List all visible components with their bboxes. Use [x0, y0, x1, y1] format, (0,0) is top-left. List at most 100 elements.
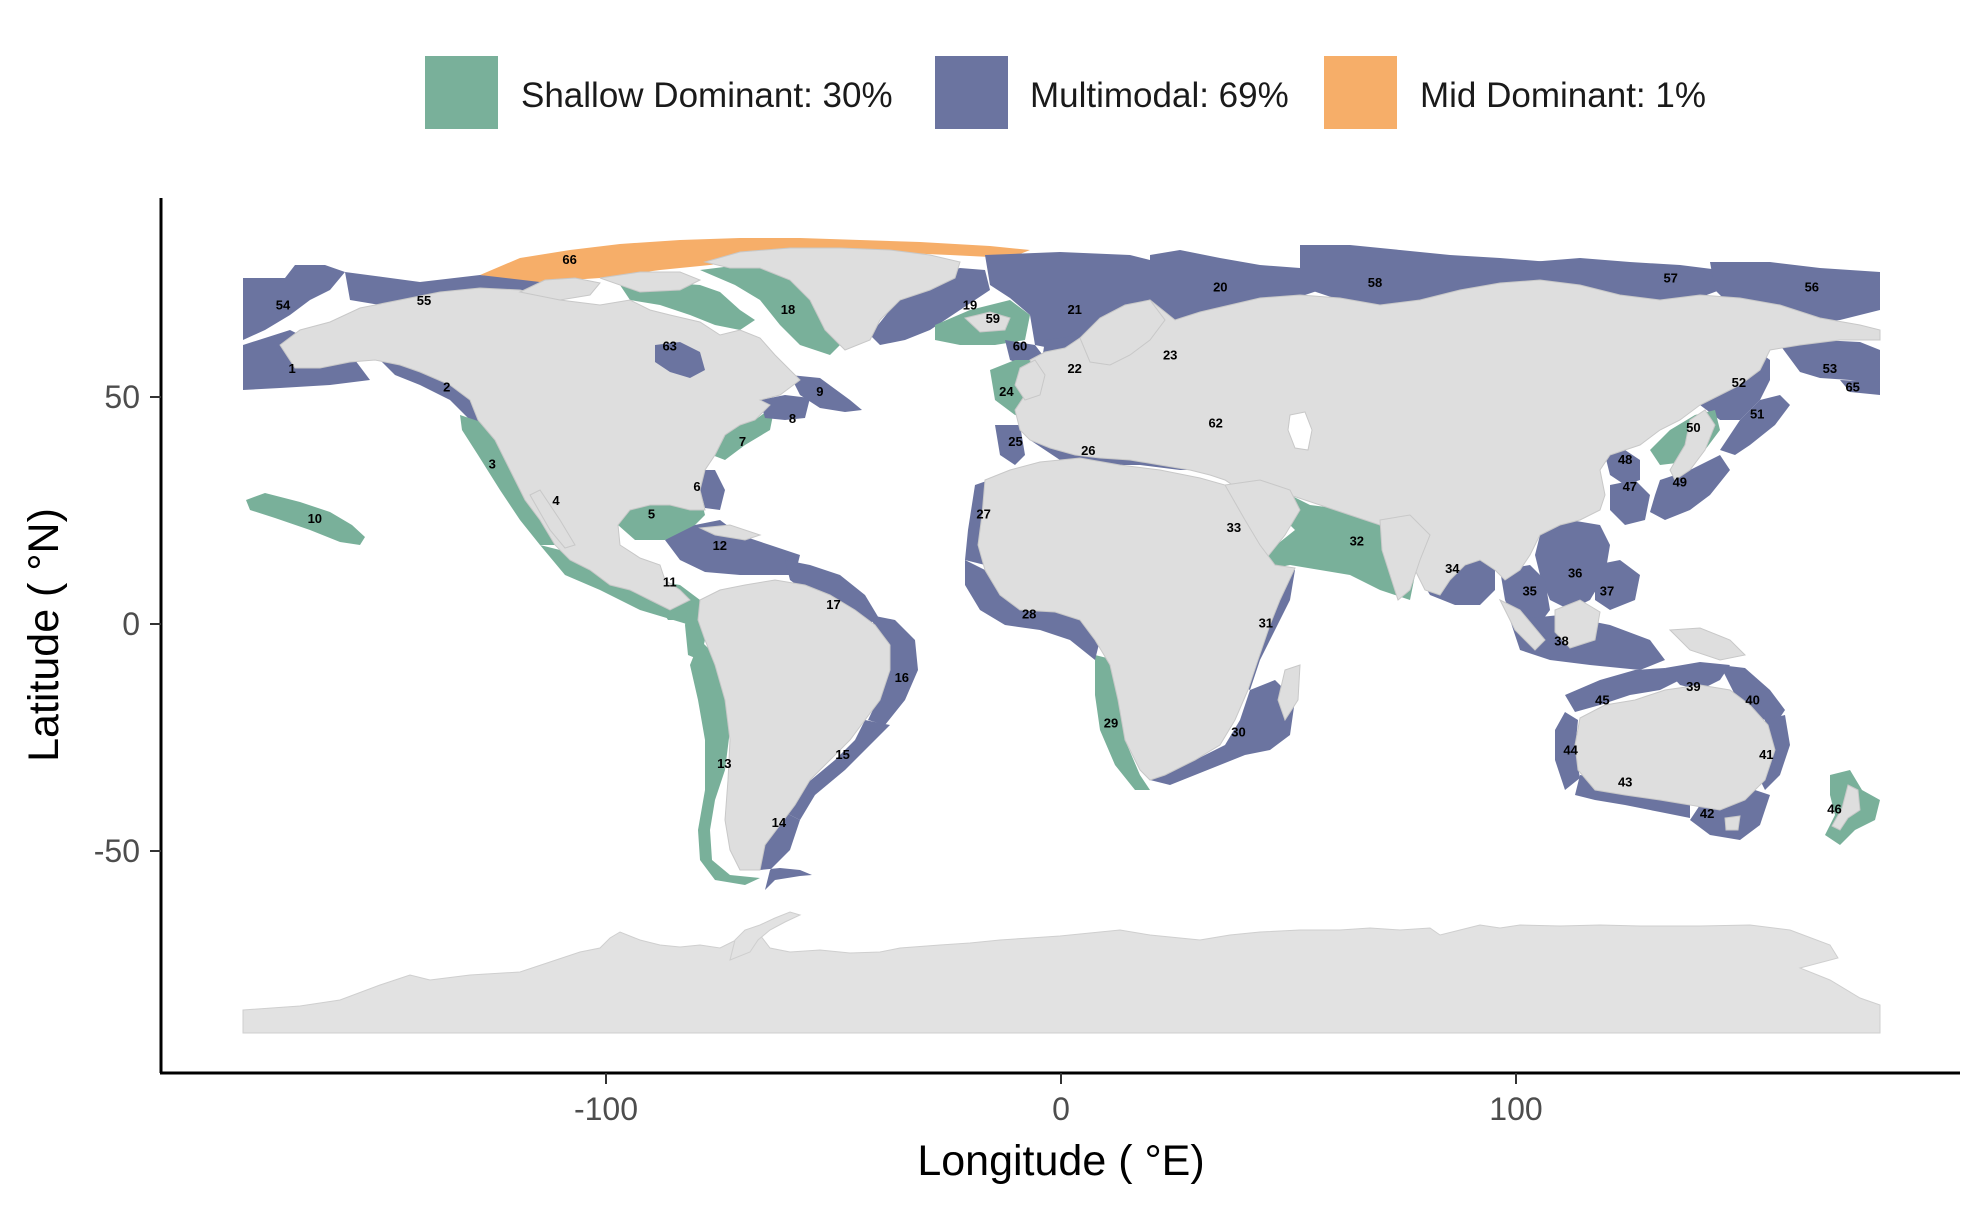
- region-area-28: [965, 560, 1100, 660]
- land-masses: [279, 247, 1881, 871]
- region-label-63: 63: [662, 339, 676, 354]
- region-label-34: 34: [1445, 561, 1460, 576]
- region-label-51: 51: [1750, 407, 1764, 422]
- region-label-59: 59: [986, 311, 1000, 326]
- africa: [977, 457, 1296, 781]
- region-label-56: 56: [1805, 279, 1819, 294]
- region-area-47: [1610, 480, 1650, 525]
- region-label-13: 13: [717, 756, 731, 771]
- region-area-2: [370, 350, 505, 425]
- region-area-25: [995, 425, 1025, 465]
- region-label-37: 37: [1600, 584, 1614, 599]
- region-label-5: 5: [648, 506, 655, 521]
- region-label-23: 23: [1163, 348, 1177, 363]
- region-area-36: [1535, 520, 1610, 610]
- region-area-42: [1690, 790, 1770, 840]
- region-area-44: [1555, 712, 1580, 790]
- region-label-41: 41: [1759, 747, 1773, 762]
- legend-swatch-multimodal: [935, 56, 1008, 129]
- x-tick-label-100: 100: [1489, 1091, 1542, 1127]
- region-area-40: [1720, 665, 1785, 725]
- legend-swatch-mid: [1324, 56, 1397, 129]
- region-label-52: 52: [1732, 375, 1746, 390]
- region-label-60: 60: [1013, 339, 1027, 354]
- region-label-14: 14: [772, 815, 787, 830]
- region-label-35: 35: [1522, 584, 1536, 599]
- antarctic-peninsula: [729, 911, 802, 961]
- region-area-30: [1150, 680, 1295, 785]
- region-label-54: 54: [276, 298, 291, 313]
- region-label-49: 49: [1673, 475, 1687, 490]
- hudson-bay: [655, 342, 705, 378]
- iceland: [963, 311, 1011, 333]
- scandinavia: [1079, 299, 1166, 366]
- region-label-47: 47: [1623, 479, 1637, 494]
- region-label-40: 40: [1745, 693, 1759, 708]
- region-area-66: [480, 238, 1030, 282]
- legend-swatch-shallow: [425, 56, 498, 129]
- region-area-48: [1605, 450, 1640, 485]
- region-label-12: 12: [713, 538, 727, 553]
- region-label-44: 44: [1563, 743, 1578, 758]
- axes: 50 0 -50 -100 0 100 Longitude ( °E) Lati…: [20, 198, 1960, 1185]
- region-label-53: 53: [1823, 361, 1837, 376]
- x-axis-title: Longitude ( °E): [917, 1137, 1204, 1185]
- region-area-20: [1150, 250, 1330, 325]
- eurasia: [1014, 279, 1881, 596]
- y-tick-label-0: 0: [122, 606, 140, 642]
- region-label-24: 24: [999, 384, 1014, 399]
- region-label-31: 31: [1259, 615, 1273, 630]
- baja-california: [529, 489, 576, 549]
- legend-label-multimodal: Multimodal: 69%: [1030, 76, 1289, 115]
- region-area-9: [790, 375, 862, 412]
- region-label-17: 17: [826, 597, 840, 612]
- region-label-27: 27: [976, 506, 990, 521]
- cuba: [698, 524, 762, 541]
- legend-label-mid: Mid Dominant: 1%: [1420, 76, 1706, 115]
- region-area-17: [785, 560, 880, 625]
- region-area-53: [1780, 340, 1880, 385]
- region-label-57: 57: [1663, 270, 1677, 285]
- region-label-9: 9: [816, 384, 823, 399]
- british-isles: [1014, 359, 1046, 401]
- region-label-50: 50: [1686, 420, 1700, 435]
- region-label-28: 28: [1022, 606, 1036, 621]
- madagascar: [1277, 664, 1301, 722]
- region-area-14: [745, 810, 812, 890]
- region-area-45: [1565, 668, 1680, 712]
- region-label-62: 62: [1208, 416, 1222, 431]
- region-label-66: 66: [562, 252, 576, 267]
- region-label-3: 3: [489, 457, 496, 472]
- region-label-55: 55: [417, 293, 431, 308]
- new-guinea: [1668, 627, 1747, 661]
- australia: [1574, 684, 1776, 811]
- new-zealand: [1831, 784, 1861, 831]
- x-tick-label-0: 0: [1052, 1091, 1070, 1127]
- region-label-58: 58: [1368, 275, 1382, 290]
- region-label-8: 8: [789, 411, 796, 426]
- region-label-48: 48: [1618, 452, 1632, 467]
- region-label-1: 1: [288, 361, 295, 376]
- region-label-30: 30: [1231, 724, 1245, 739]
- region-area-29: [1095, 655, 1150, 790]
- region-area-37: [1595, 560, 1640, 610]
- region-area-12: [665, 520, 800, 575]
- region-label-10: 10: [308, 511, 322, 526]
- south-america: [697, 579, 891, 871]
- tasmania: [1724, 815, 1741, 831]
- x-tick-label-neg100: -100: [574, 1091, 638, 1127]
- region-label-65: 65: [1845, 379, 1859, 394]
- region-label-19: 19: [963, 298, 977, 313]
- region-label-15: 15: [835, 747, 849, 762]
- y-tick-label-50: 50: [104, 379, 140, 415]
- region-label-39: 39: [1686, 679, 1700, 694]
- region-area-51: [1720, 395, 1790, 455]
- region-label-46: 46: [1827, 802, 1841, 817]
- region-area-8: [760, 395, 810, 420]
- region-label-43: 43: [1618, 774, 1632, 789]
- region-label-20: 20: [1213, 279, 1227, 294]
- region-label-32: 32: [1350, 534, 1364, 549]
- region-area-7: [712, 405, 775, 460]
